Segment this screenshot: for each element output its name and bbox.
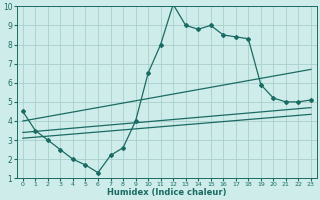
X-axis label: Humidex (Indice chaleur): Humidex (Indice chaleur) bbox=[107, 188, 227, 197]
